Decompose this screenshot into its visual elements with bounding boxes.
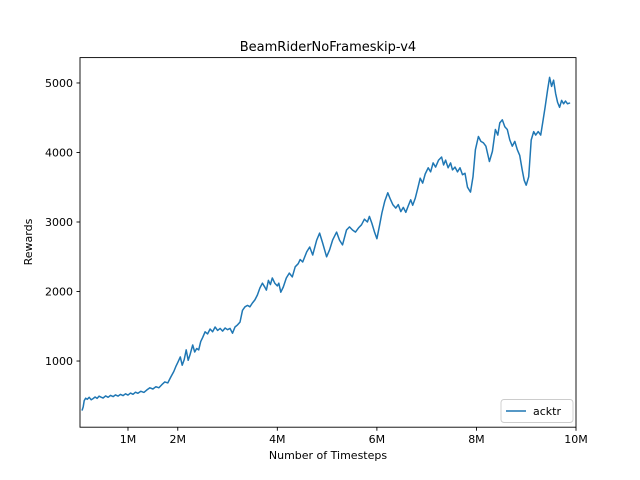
legend: acktr (500, 399, 574, 423)
plot-area-frame (79, 57, 577, 428)
y-axis: 1000 2000 3000 4000 5000 (45, 77, 80, 368)
legend-frame (500, 399, 574, 423)
x-tick-label: 8M (468, 433, 485, 446)
chart-title: BeamRiderNoFrameskip-v4 (240, 40, 416, 55)
series-line-acktr (81, 76, 571, 411)
y-tick-label: 1000 (45, 355, 73, 368)
x-tick-label: 4M (269, 433, 286, 446)
y-axis-label: Rewards (22, 218, 35, 265)
y-tick-label: 3000 (45, 216, 73, 229)
y-tick-label: 5000 (45, 77, 73, 90)
x-axis: 1M 2M 4M 6M 8M 10M (120, 427, 588, 446)
x-tick-label: 6M (369, 433, 386, 446)
legend-label-acktr: acktr (533, 405, 561, 418)
y-tick-label: 2000 (45, 286, 73, 299)
x-tick-label: 2M (170, 433, 187, 446)
x-tick-label: 10M (564, 433, 588, 446)
x-axis-label: Number of Timesteps (269, 449, 387, 462)
x-tick-label: 1M (120, 433, 137, 446)
y-tick-label: 4000 (45, 146, 73, 159)
